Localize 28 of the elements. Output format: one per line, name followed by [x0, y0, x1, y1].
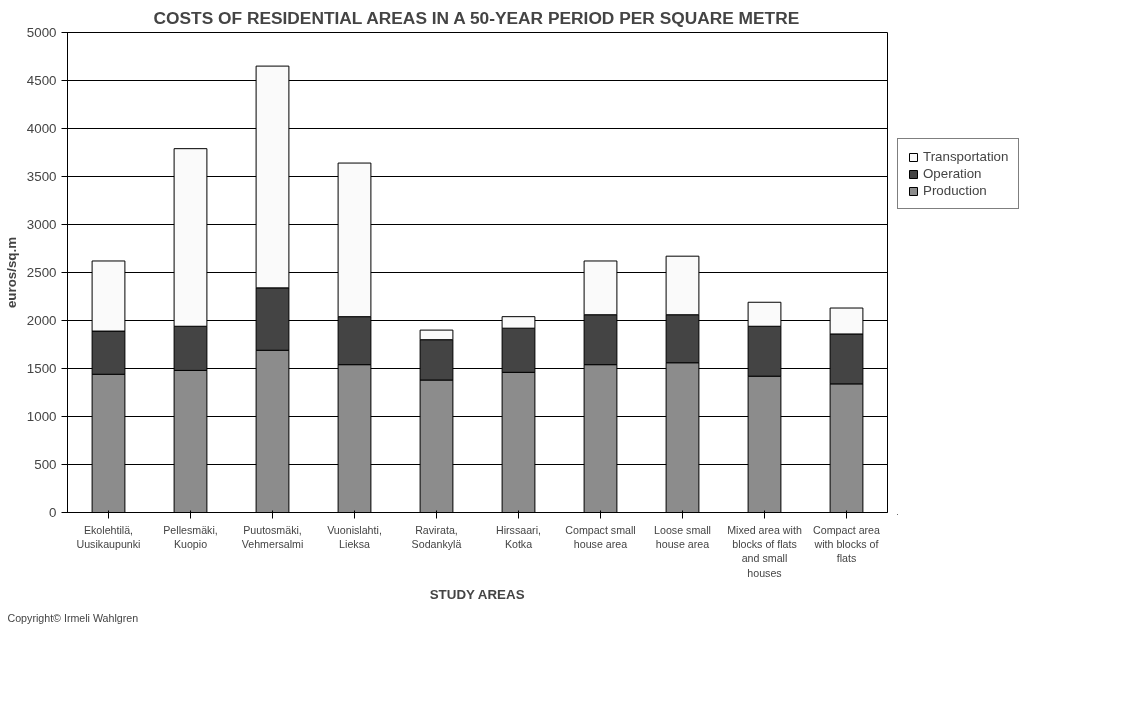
y-tick-label: 500 [34, 457, 57, 472]
x-tick-label: Compact area with blocks of flats [813, 523, 881, 565]
x-tick-label: Pellesmäki, Kuopio [163, 523, 218, 550]
y-tick-label: 4500 [26, 73, 57, 88]
x-axis-title: STUDY AREAS [429, 586, 525, 602]
x-tick-label: Mixed area with blocks of flats and small houses [727, 523, 802, 579]
x-tick-label: Compact small house area [565, 523, 636, 550]
text: Copyright© Irmeli Wahlgren [7, 611, 139, 624]
y-tick-label: 5000 [26, 25, 57, 40]
y-tick-label: 1000 [26, 409, 57, 424]
y-tick-label: 3000 [26, 217, 57, 232]
y-tick-label: 2500 [26, 265, 57, 280]
y-tick-label: 1500 [26, 361, 57, 376]
legend-label: Operation [923, 166, 982, 181]
x-tick-label: Hirssaari, Kotka [496, 523, 541, 550]
y-tick-label: 0 [49, 505, 57, 520]
legend-label: Production [923, 183, 987, 198]
x-tick-label: Ravirata, Sodankylä [411, 523, 462, 550]
y-tick-label: 4000 [26, 121, 57, 136]
x-tick-label: Ekolehtilä, Uusikaupunki [76, 523, 141, 550]
x-tick-label: Vuonislahti, Lieksa [327, 523, 382, 550]
legend-label: Transportation [923, 149, 1009, 164]
chart-title: COSTS OF RESIDENTIAL AREAS IN A 50-YEAR PERIOD PER SQUARE METRE [153, 7, 800, 28]
x-tick-label: Puutosmäki, Vehmersalmi [241, 523, 304, 550]
y-axis-title: euros/sq.m [3, 236, 19, 309]
x-tick-label: Loose small house area [654, 523, 711, 550]
y-tick-label: 2000 [26, 313, 57, 328]
y-tick-label: 3500 [26, 169, 57, 184]
